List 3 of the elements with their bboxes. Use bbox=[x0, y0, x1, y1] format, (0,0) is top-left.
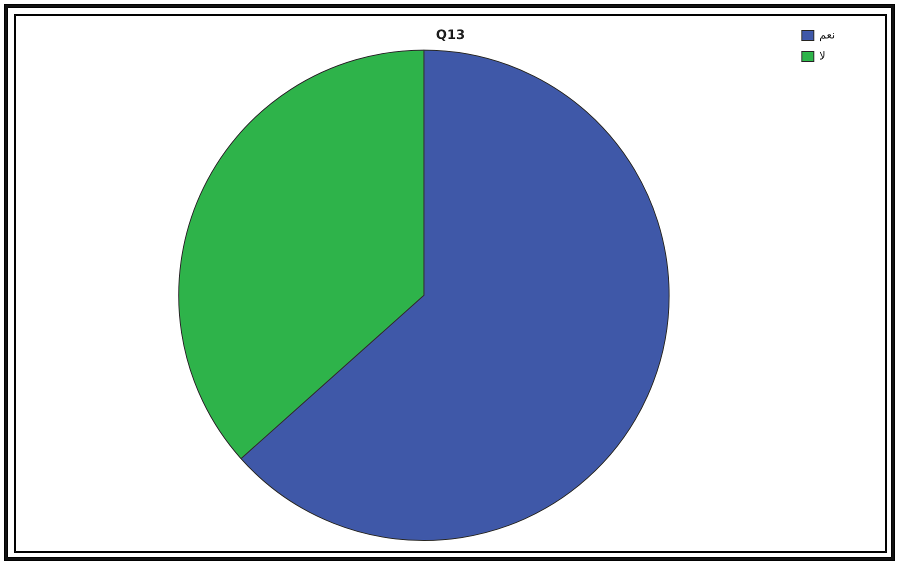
legend-label: نعم bbox=[819, 28, 836, 42]
legend-label: لا bbox=[819, 49, 826, 62]
chart-title: Q13 bbox=[436, 28, 466, 44]
